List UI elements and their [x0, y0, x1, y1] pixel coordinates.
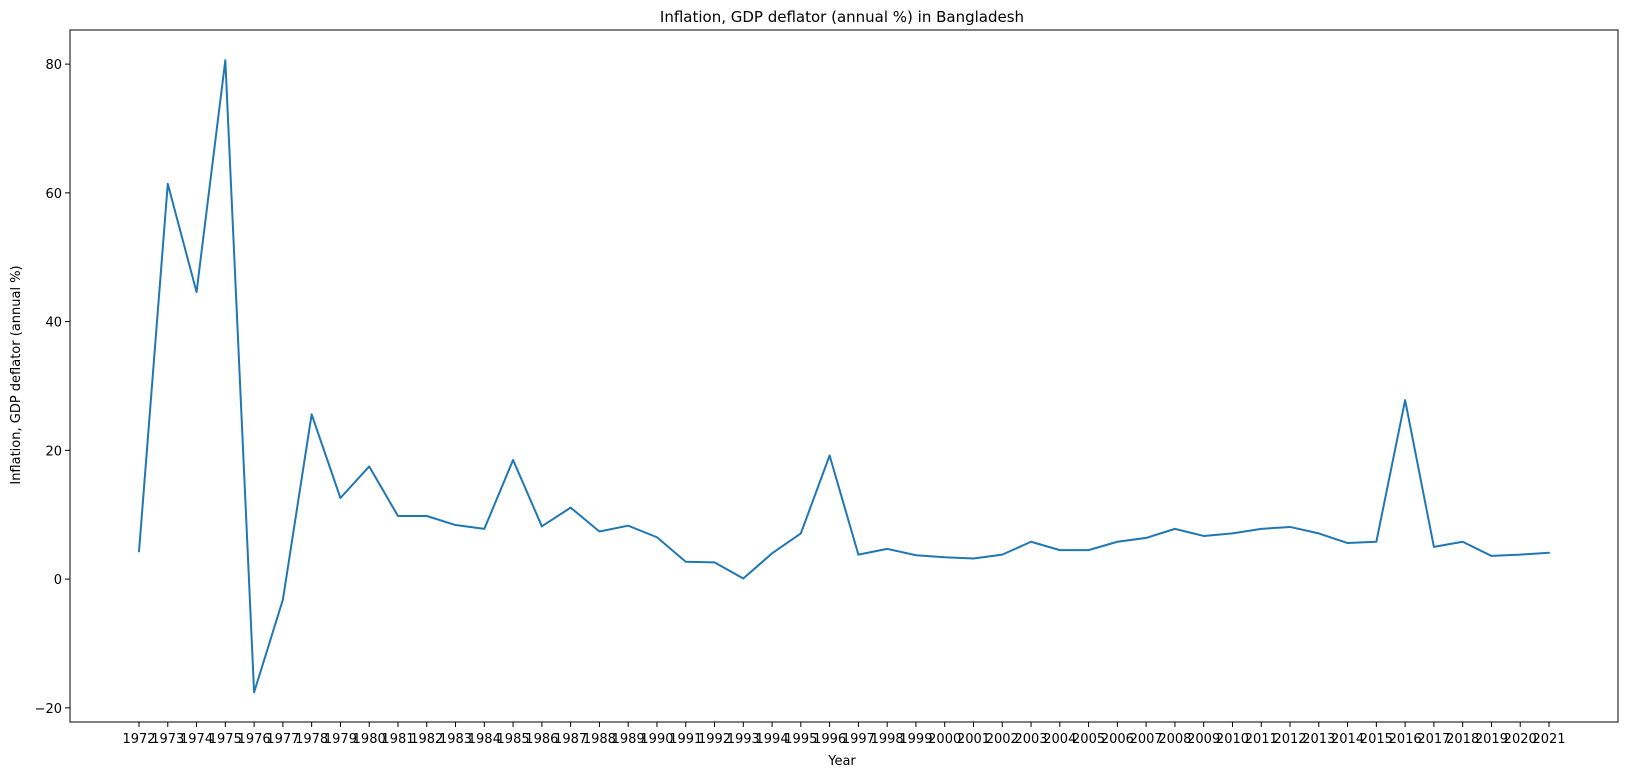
- plot-area-frame: [69, 29, 1619, 723]
- x-tick-label: 1997: [842, 732, 875, 747]
- x-tick-label: 1987: [554, 732, 587, 747]
- x-tick-label: 1999: [899, 732, 932, 747]
- y-tick-label: 60: [45, 187, 62, 202]
- x-axis-title: Year: [827, 754, 856, 769]
- series-line: [138, 59, 1550, 694]
- x-tick-label: 1972: [122, 732, 155, 747]
- x-tick-label: 1990: [640, 732, 673, 747]
- x-tick-label: 2002: [986, 732, 1019, 747]
- x-tick-label: 1977: [266, 732, 299, 747]
- x-tick-label: 1976: [238, 732, 271, 747]
- x-axis-ticks: 1972197319741975197619771978197919801981…: [122, 722, 1566, 747]
- y-tick-label: −20: [35, 702, 62, 717]
- x-tick-label: 2013: [1302, 732, 1335, 747]
- x-tick-label: 2007: [1130, 732, 1163, 747]
- x-tick-label: 1980: [353, 732, 386, 747]
- x-tick-label: 2017: [1417, 732, 1450, 747]
- x-tick-label: 1983: [439, 732, 472, 747]
- y-tick-label: 40: [45, 316, 62, 331]
- x-tick-label: 2015: [1360, 732, 1393, 747]
- chart-title: Inflation, GDP deflator (annual %) in Ba…: [660, 8, 1024, 26]
- x-tick-label: 2014: [1331, 732, 1364, 747]
- x-tick-label: 2000: [928, 732, 961, 747]
- x-tick-label: 1994: [756, 732, 789, 747]
- x-tick-label: 2012: [1273, 732, 1306, 747]
- x-tick-label: 2018: [1446, 732, 1479, 747]
- y-tick-label: 20: [45, 444, 62, 459]
- x-tick-label: 1974: [180, 732, 213, 747]
- y-axis-title: Inflation, GDP deflator (annual %): [9, 265, 24, 484]
- x-tick-label: 2003: [1014, 732, 1047, 747]
- x-tick-label: 2004: [1043, 732, 1076, 747]
- x-tick-label: 1998: [871, 732, 904, 747]
- x-tick-label: 1985: [497, 732, 530, 747]
- x-tick-label: 2001: [957, 732, 990, 747]
- x-tick-label: 2009: [1187, 732, 1220, 747]
- x-tick-label: 1992: [698, 732, 731, 747]
- x-tick-label: 1981: [381, 732, 414, 747]
- series-group: [138, 59, 1550, 694]
- y-tick-label: 0: [54, 573, 62, 588]
- x-tick-label: 2010: [1216, 732, 1249, 747]
- x-tick-label: 1991: [669, 732, 702, 747]
- x-tick-label: 1996: [813, 732, 846, 747]
- x-tick-label: 2006: [1101, 732, 1134, 747]
- x-tick-label: 1975: [209, 732, 242, 747]
- x-tick-label: 1995: [784, 732, 817, 747]
- x-tick-label: 2005: [1072, 732, 1105, 747]
- y-tick-label: 80: [45, 58, 62, 73]
- x-tick-label: 2021: [1532, 732, 1565, 747]
- x-tick-label: 2019: [1475, 732, 1508, 747]
- x-tick-label: 2011: [1245, 732, 1278, 747]
- x-tick-label: 2016: [1389, 732, 1422, 747]
- x-tick-label: 1986: [525, 732, 558, 747]
- y-axis-ticks: −20 0 20 40 60 80: [35, 58, 70, 717]
- x-tick-label: 1984: [468, 732, 501, 747]
- x-tick-label: 1989: [612, 732, 645, 747]
- x-tick-label: 2020: [1504, 732, 1537, 747]
- x-tick-label: 2008: [1158, 732, 1191, 747]
- x-tick-label: 1982: [410, 732, 443, 747]
- x-tick-label: 1973: [151, 732, 184, 747]
- x-tick-label: 1979: [324, 732, 357, 747]
- x-tick-label: 1993: [727, 732, 760, 747]
- x-tick-label: 1988: [583, 732, 616, 747]
- x-tick-label: 1978: [295, 732, 328, 747]
